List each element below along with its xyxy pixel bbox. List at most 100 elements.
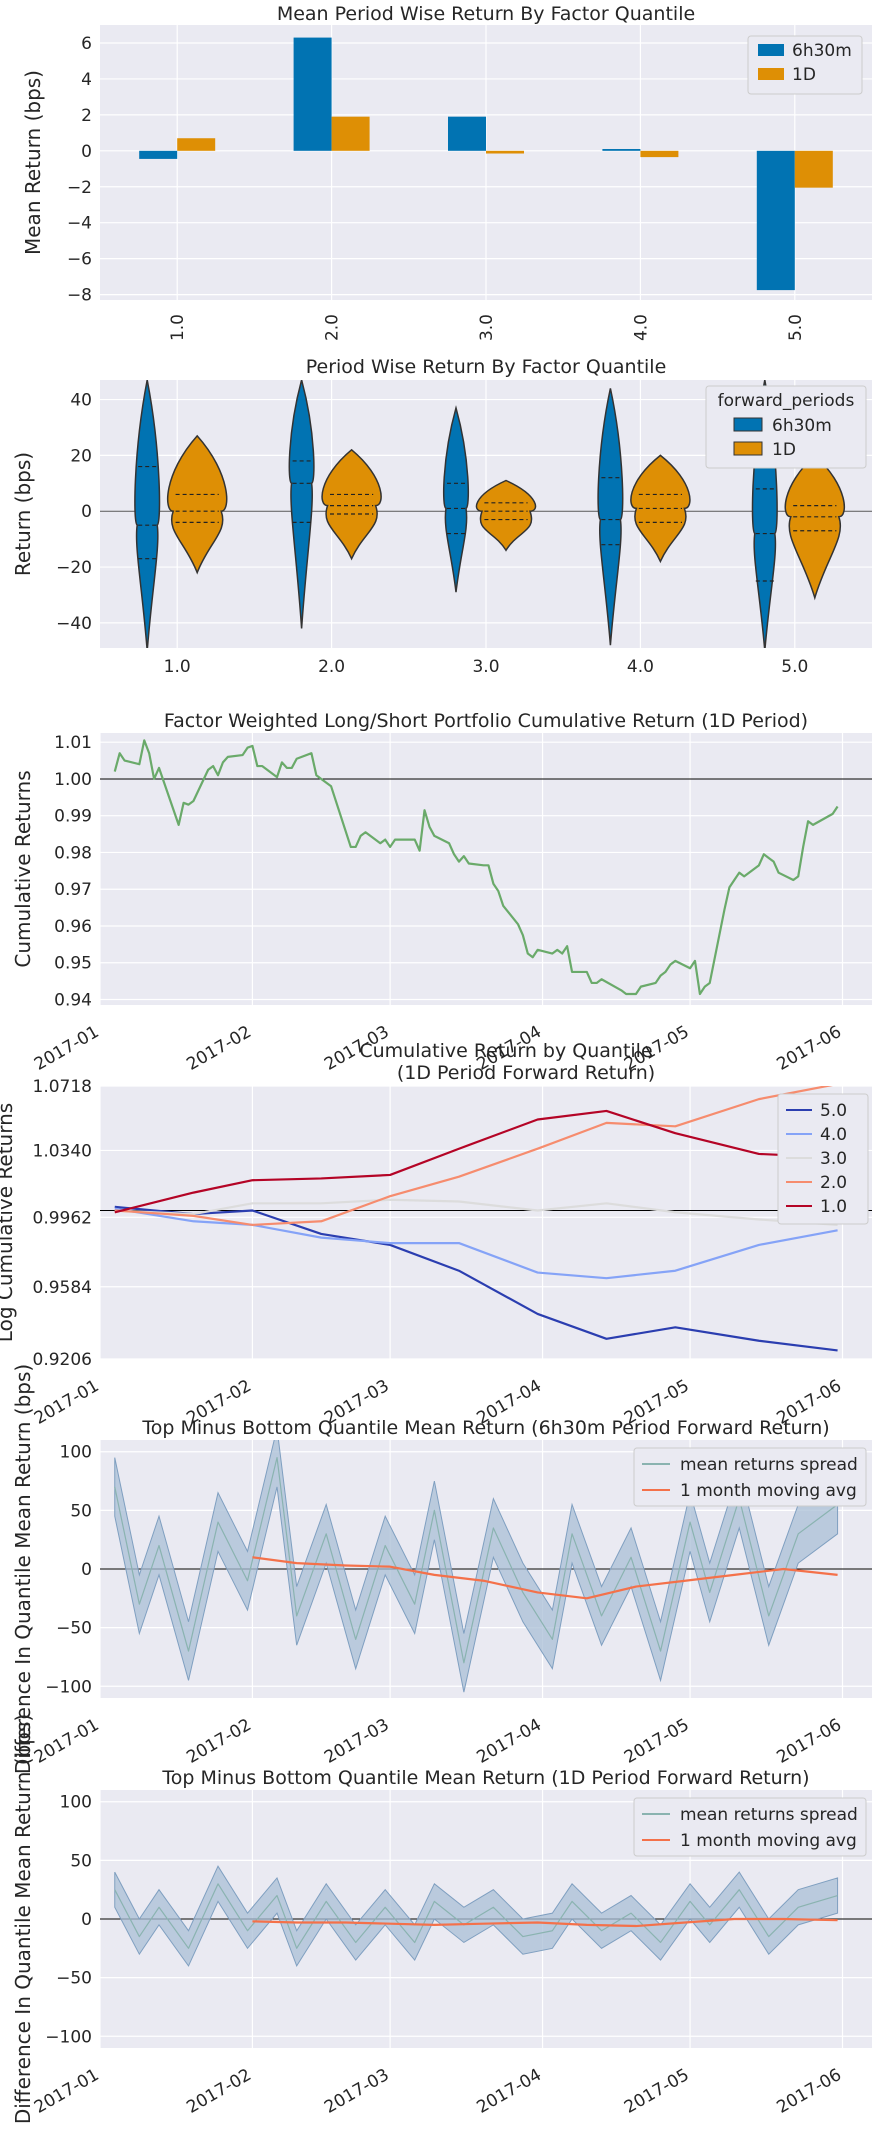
x-tick-label: 2017-05 (621, 1715, 693, 1768)
x-tick-label: 2017-05 (621, 2065, 693, 2118)
y-tick-label: 40 (70, 391, 92, 411)
y-tick-label: 20 (70, 446, 92, 466)
y-axis-label: Mean Return (bps) (21, 70, 45, 255)
x-tick-label: 1.0 (164, 657, 191, 677)
legend-swatch (758, 44, 784, 56)
x-tick-label: 4.0 (631, 314, 651, 341)
series-line-1 month moving avg (252, 1556, 838, 1600)
x-tick-label: 5.0 (781, 657, 808, 677)
chart-title: Period Wise Return By Factor Quantile (306, 356, 667, 378)
bar-6h30m (448, 116, 486, 151)
violin-6h30m (597, 388, 624, 646)
x-tick-label: 2017-01 (31, 1715, 103, 1768)
legend-swatch (733, 441, 763, 456)
legend-label: mean returns spread (680, 1805, 858, 1825)
y-axis-label: Log Cumulative Returns (0, 1103, 17, 1342)
legend-label: 1 month moving avg (680, 1831, 857, 1851)
y-tick-label: 1.0718 (33, 1077, 92, 1097)
y-tick-label: −50 (56, 1619, 92, 1639)
x-tick-label: 2017-01 (31, 2065, 103, 2118)
y-tick-label: −100 (45, 1677, 92, 1697)
legend-label: mean returns spread (680, 1455, 858, 1475)
y-tick-label: 0.9962 (33, 1208, 92, 1228)
legend-label: 1.0 (820, 1197, 847, 1217)
y-tick-label: 0.97 (54, 880, 92, 900)
x-tick-label: 2017-02 (183, 2065, 255, 2118)
x-tick-label: 2017-02 (183, 1715, 255, 1768)
y-tick-label: 0 (81, 1910, 92, 1930)
series-group (114, 1086, 838, 1352)
spread-band (114, 1865, 839, 1968)
legend-label: 5.0 (820, 1101, 847, 1121)
legend-box (633, 1447, 867, 1507)
y-tick-label: 0.94 (54, 990, 92, 1010)
legend-swatch (733, 417, 763, 432)
y-tick-label: 100 (60, 1443, 92, 1463)
violins (134, 380, 845, 648)
series-line-2.0 (114, 1086, 833, 1227)
chart-title: Mean Period Wise Return By Factor Quanti… (277, 3, 695, 25)
y-tick-label: −20 (56, 558, 92, 578)
y-tick-label: 0 (81, 1560, 92, 1580)
chart-title: Cumulative Return by Quantile (359, 1040, 652, 1062)
y-tick-label: 0.9206 (33, 1350, 92, 1370)
x-tick-label: 2017-06 (773, 1715, 845, 1768)
legend-label: 6h30m (792, 41, 852, 61)
x-tick-label: 4.0 (627, 657, 654, 677)
x-tick-label: 2.0 (318, 657, 345, 677)
chart-title: Factor Weighted Long/Short Portfolio Cum… (164, 710, 808, 732)
series-line-1.0 (114, 1109, 838, 1214)
y-axis-label: Difference In Quantile Mean Return (bps) (11, 1714, 35, 2124)
y-axis-label: Return (bps) (11, 452, 35, 576)
x-tick-label: 2017-04 (474, 2065, 546, 2118)
y-tick-label: 0.96 (54, 917, 92, 937)
y-tick-label: 0 (81, 502, 92, 522)
y-tick-label: 1.00 (54, 770, 92, 790)
series-group (114, 1865, 839, 1968)
x-tick-label: 2017-02 (183, 1022, 255, 1075)
y-axis-label: Cumulative Returns (11, 770, 35, 967)
y-tick-label: 4 (81, 70, 92, 90)
legend-label: 4.0 (820, 1125, 847, 1145)
violin-6h30m (442, 405, 470, 593)
x-tick-label: 2017-01 (31, 1022, 103, 1075)
y-tick-label: −50 (56, 1969, 92, 1989)
y-tick-label: 2 (81, 106, 92, 126)
y-tick-label: 1.01 (54, 733, 92, 753)
x-tick-label: 2017-06 (773, 2065, 845, 2118)
y-tick-label: 100 (60, 1793, 92, 1813)
legend-label: 1D (772, 440, 796, 460)
chart-subtitle: (1D Period Forward Return) (397, 1062, 655, 1084)
plot-area-3 (100, 733, 872, 1005)
x-tick-label: 2017-03 (321, 2065, 393, 2118)
x-tick-label: 2017-03 (321, 1715, 393, 1768)
y-tick-label: 50 (70, 1501, 92, 1521)
y-tick-label: 0.98 (54, 843, 92, 863)
y-tick-label: 0 (81, 142, 92, 162)
y-tick-label: −6 (67, 250, 92, 270)
violin-1D (167, 434, 228, 575)
bar-1D (177, 138, 216, 151)
legend-label: 3.0 (820, 1149, 847, 1169)
bar-6h30m (293, 37, 332, 151)
legend-label: 1D (792, 65, 816, 85)
bar-6h30m (139, 150, 178, 159)
x-tick-label: 1.0 (168, 314, 188, 341)
violin-1D (475, 479, 537, 552)
x-tick-label: 5.0 (786, 314, 806, 341)
y-tick-label: 6 (81, 34, 92, 54)
y-tick-label: 50 (70, 1851, 92, 1871)
series-line-mean returns spread (114, 1456, 838, 1664)
violin-6h30m (288, 380, 315, 629)
x-tick-label: 3.0 (477, 314, 497, 341)
y-tick-label: −4 (67, 214, 92, 234)
y-axis-label: Difference In Quantile Mean Return (bps) (11, 1364, 35, 1774)
series-line-portfolio (113, 739, 839, 996)
bar-1D (640, 150, 679, 158)
legend-label: 1 month moving avg (680, 1481, 857, 1501)
series-group (114, 1440, 839, 1693)
violin-1D (321, 448, 382, 561)
y-tick-label: 1.0340 (33, 1141, 92, 1161)
